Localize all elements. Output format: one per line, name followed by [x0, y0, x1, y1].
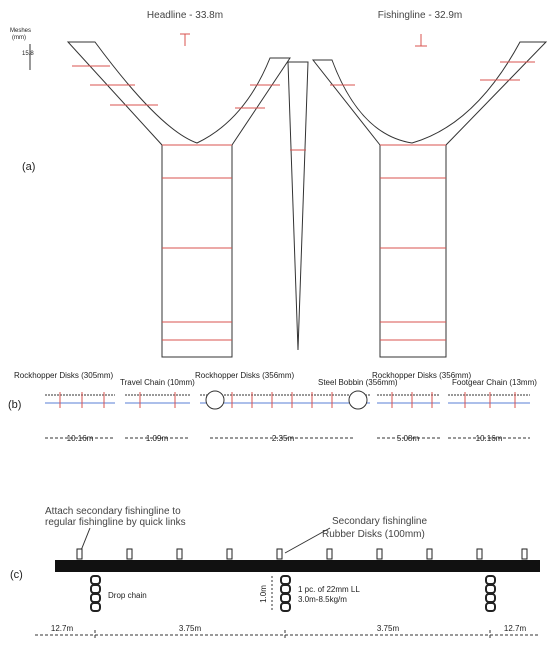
- component-label: Travel Chain (10mm): [120, 378, 195, 387]
- fishingline-bar: [55, 560, 540, 572]
- panel-a: Headline - 33.8m Fishingline - 32.9m Mes…: [10, 10, 546, 357]
- mesh-legend: Meshes: [10, 28, 31, 34]
- dimension-label: 2.35m: [272, 434, 295, 443]
- drop-length: 1.0m: [259, 585, 268, 603]
- panel-b: (b) Rockhopper Disks (305mm) Travel Chai…: [8, 371, 537, 443]
- drop-chain-label: Drop chain: [108, 591, 147, 600]
- dimension-label: 10.16m: [476, 434, 503, 443]
- center-panel: [288, 62, 308, 350]
- dimension-label: 3.75m: [377, 624, 400, 633]
- dimension-label: 12.7m: [504, 624, 527, 633]
- drop-chains: [91, 576, 495, 611]
- mesh-legend: (mm): [12, 35, 26, 41]
- dimension-label: 10.16m: [67, 434, 94, 443]
- chain-spec: 1 pc. of 22mm LL: [298, 585, 360, 594]
- secondary-label: Secondary fishingline: [332, 516, 427, 527]
- component-label: Rockhopper Disks (305mm): [14, 371, 113, 380]
- dimension-label: 3.75m: [179, 624, 202, 633]
- dimension-label: 1.09m: [146, 434, 169, 443]
- headline-net: [68, 42, 290, 357]
- leader-lines: [80, 528, 330, 553]
- attach-note: regular fishingline by quick links: [45, 517, 186, 528]
- fishingline-symbol: [415, 34, 427, 46]
- panel-label: (c): [10, 569, 23, 581]
- headline-title: Headline - 33.8m: [147, 10, 223, 21]
- dimension-lines: [35, 630, 540, 640]
- fishingline-net: [313, 42, 546, 357]
- panel-label: (b): [8, 399, 21, 411]
- dimension-label: 12.7m: [51, 624, 74, 633]
- rubber-disks: [77, 549, 527, 559]
- fishingline-title: Fishingline - 32.9m: [378, 10, 462, 21]
- diagram: Headline - 33.8m Fishingline - 32.9m Mes…: [0, 0, 549, 652]
- component-label: Footgear Chain (13mm): [452, 378, 537, 387]
- panel-label: (a): [22, 161, 35, 173]
- chain-spec: 3.0m-8.5kg/m: [298, 595, 347, 604]
- dimension-label: 5.08m: [397, 434, 420, 443]
- component-label: Rockhopper Disks (356mm): [195, 371, 294, 380]
- disks-label: Rubber Disks (100mm): [322, 529, 425, 540]
- attach-note: Attach secondary fishingline to: [45, 506, 181, 517]
- footgear-segments: [45, 391, 530, 409]
- headline-symbol: [180, 34, 190, 46]
- panel-c: (c) Attach secondary fishingline to regu…: [10, 506, 540, 640]
- mesh-legend: 15.8: [22, 51, 34, 57]
